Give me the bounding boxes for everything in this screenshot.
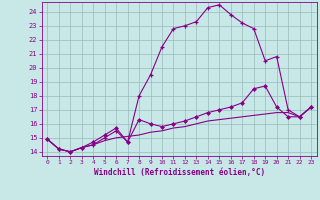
X-axis label: Windchill (Refroidissement éolien,°C): Windchill (Refroidissement éolien,°C) <box>94 168 265 177</box>
